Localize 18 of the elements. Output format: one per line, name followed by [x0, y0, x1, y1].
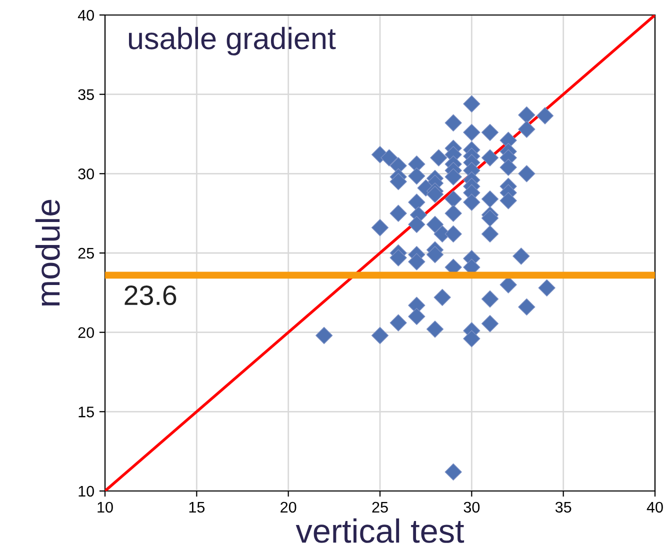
annotation: usable gradient [128, 26, 336, 56]
y-tick-label: 15 [78, 406, 94, 418]
x-tick-label: 40 [646, 502, 663, 513]
ref-line-label: 23.6 [124, 285, 176, 306]
x-tick-label: 20 [280, 502, 296, 513]
x-tick-label: 35 [555, 502, 572, 513]
y-tick-label: 30 [78, 168, 94, 180]
y-tick-label: 10 [78, 486, 94, 497]
x-tick-label: 15 [189, 502, 205, 513]
x-tick-label: 25 [372, 502, 388, 513]
x-tick-label: 30 [464, 502, 480, 513]
y-tick-label: 35 [78, 89, 94, 100]
y-tick-label: 25 [78, 248, 94, 259]
x-tick-label: 10 [98, 502, 113, 513]
y-tick-label: 20 [78, 327, 94, 338]
x-axis-title: vertical test [296, 518, 464, 543]
y-tick-label: 40 [78, 10, 94, 21]
y-axis-title: module [35, 200, 60, 306]
